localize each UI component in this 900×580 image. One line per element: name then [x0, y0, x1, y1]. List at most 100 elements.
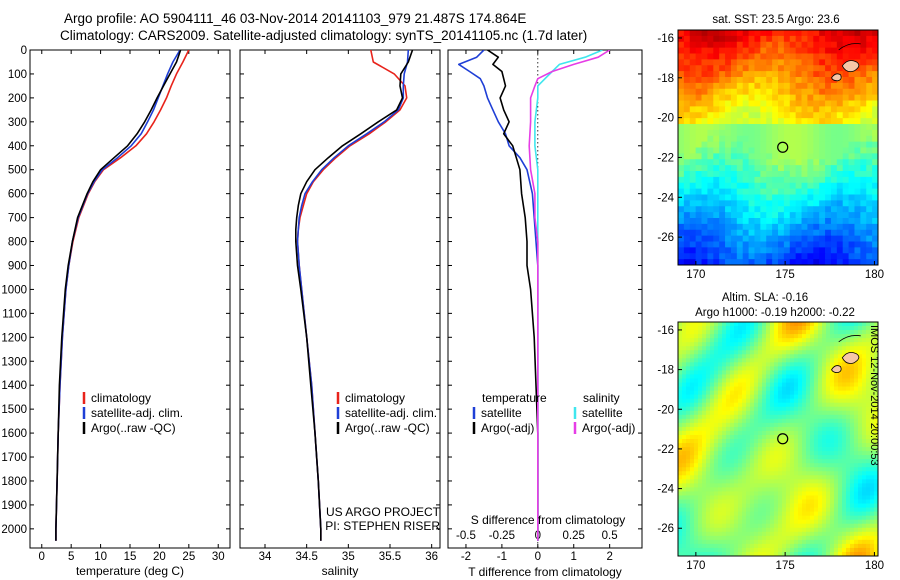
map-cell: [830, 153, 838, 160]
map-cell: [689, 53, 697, 60]
map-cell: [834, 414, 839, 420]
map-cell: [730, 378, 735, 383]
map-cell: [710, 447, 715, 452]
map-cell: [736, 41, 744, 49]
map-cell: [760, 259, 767, 266]
map-cell: [866, 531, 871, 537]
map-cell: [695, 30, 702, 37]
map-cell: [698, 495, 703, 500]
map-cell: [734, 443, 739, 448]
map-cell: [825, 106, 832, 113]
map-cell: [725, 218, 732, 225]
map-cell: [772, 182, 779, 190]
map-cell: [860, 118, 867, 125]
map-cell: [834, 455, 839, 460]
map-cell: [806, 479, 811, 484]
map-cell: [719, 182, 726, 190]
map-cell: [734, 539, 739, 545]
map-cell: [802, 451, 807, 456]
map-cell: [714, 346, 719, 351]
map-cell: [718, 443, 723, 448]
map-cell: [750, 495, 755, 500]
map-cell: [842, 35, 849, 43]
map-cell: [714, 374, 719, 379]
map-cell: [813, 165, 820, 172]
map-cell: [874, 434, 879, 440]
map-cell: [690, 531, 695, 537]
map-cell: [818, 483, 823, 488]
map-cell: [801, 259, 808, 266]
map-cell: [872, 35, 879, 43]
map-cell: [678, 358, 683, 363]
map-cell: [710, 547, 715, 553]
map-cell: [826, 382, 831, 387]
map-cell: [819, 247, 826, 254]
map-cell: [814, 547, 819, 553]
map-cell: [683, 153, 691, 160]
map-cell: [866, 350, 871, 355]
map-cell: [872, 135, 879, 143]
map-cell: [689, 212, 697, 219]
map-cell: [683, 41, 691, 49]
x-tick-label: 5: [68, 551, 74, 563]
map-cell: [825, 53, 832, 60]
map-cell: [698, 418, 703, 424]
map-cell: [872, 212, 879, 219]
map-cell: [738, 374, 743, 379]
map-cell: [706, 382, 711, 387]
map-cell: [774, 459, 779, 464]
map-cell: [825, 82, 832, 90]
map-cell: [790, 471, 795, 476]
map-cell: [802, 475, 807, 480]
map-cell: [819, 188, 826, 195]
map-cell: [695, 77, 702, 84]
map-cell: [802, 515, 807, 521]
map-cell: [754, 382, 759, 387]
map-cell: [842, 159, 849, 166]
map-cell: [710, 459, 715, 464]
map-cell: [818, 414, 823, 420]
map-cell: [836, 135, 844, 143]
map-cell: [810, 418, 815, 424]
map-cell: [826, 398, 831, 404]
x-tick-label: 34.5: [295, 551, 317, 563]
map-cell: [725, 30, 732, 37]
map-cell: [830, 503, 835, 508]
depth-tick-label: 0: [21, 45, 27, 57]
map-cell: [758, 519, 763, 525]
map-cell: [854, 378, 859, 383]
map-cell: [778, 402, 783, 408]
map-cell: [838, 523, 843, 529]
map-cell: [794, 455, 799, 460]
map-cell: [736, 200, 744, 207]
map-cell: [838, 406, 843, 412]
map-cell: [710, 382, 715, 387]
map-cell: [746, 483, 751, 488]
map-cell: [814, 515, 819, 521]
map-cell: [842, 182, 849, 190]
map-cell: [810, 382, 815, 387]
map-cell: [774, 439, 779, 444]
map-cell: [762, 471, 767, 476]
map-cell: [718, 547, 723, 553]
map-cell: [722, 527, 727, 533]
map-cell: [874, 479, 879, 484]
map-cell: [786, 459, 791, 464]
map-cell: [814, 467, 819, 472]
map-cell: [736, 159, 744, 166]
map-cell: [860, 153, 867, 160]
map-cell: [846, 531, 851, 537]
map-cell: [702, 322, 707, 327]
map-cell: [836, 200, 844, 207]
map-cell: [806, 475, 811, 480]
map-cell: [794, 443, 799, 448]
map-cell: [734, 426, 739, 432]
map-cell: [786, 519, 791, 525]
map-cell: [722, 398, 727, 404]
map-cell: [730, 30, 738, 37]
map-cell: [678, 527, 683, 533]
map-cell: [866, 342, 871, 347]
map-cell: [698, 358, 703, 363]
map-cell: [782, 479, 787, 484]
map-cell: [686, 439, 691, 444]
